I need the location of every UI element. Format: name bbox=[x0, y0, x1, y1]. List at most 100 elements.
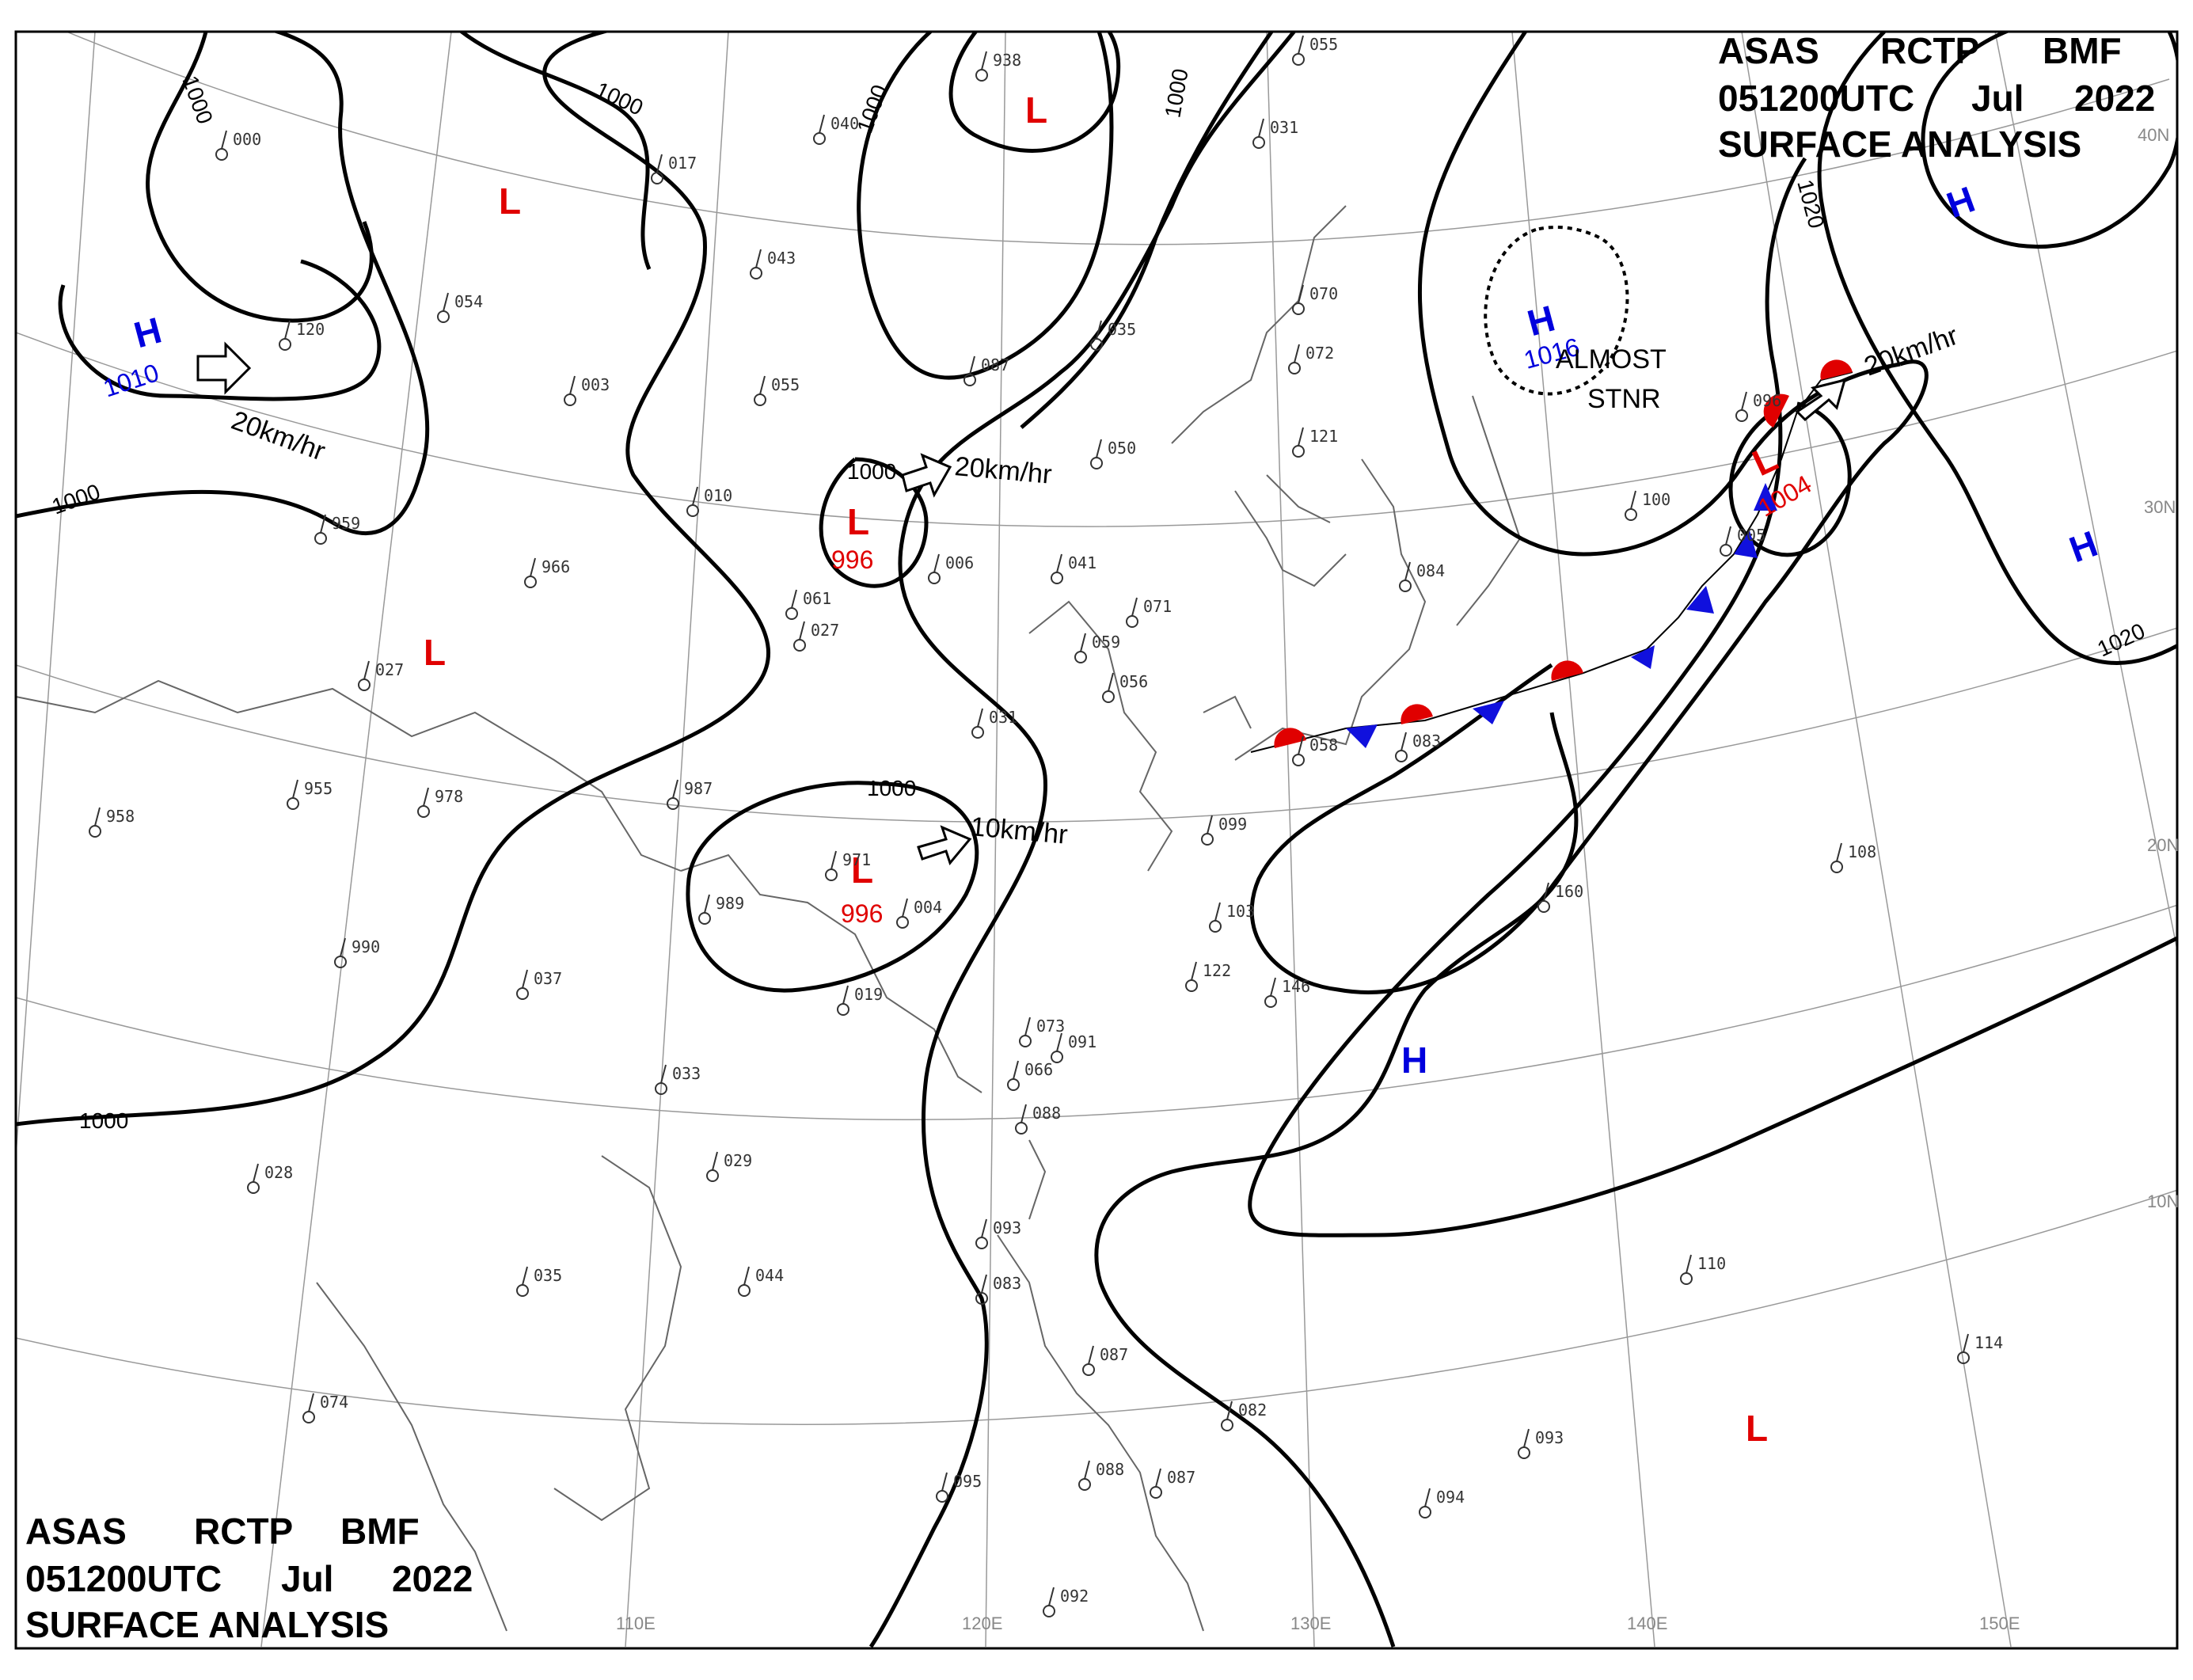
wind-barb bbox=[819, 114, 825, 134]
station-pressure: 990 bbox=[352, 937, 380, 956]
lon-label-140e: 140E bbox=[1627, 1613, 1667, 1633]
station-pressure: 071 bbox=[1143, 597, 1172, 616]
wind-barb bbox=[692, 486, 698, 506]
station-pressure: 055 bbox=[771, 375, 800, 394]
annotation-almost: ALMOST bbox=[1556, 344, 1667, 374]
latitude-lines bbox=[16, 32, 2177, 1425]
header-top: ASAS RCTP BMF 051200UTC Jul 2022 SURFACE… bbox=[1718, 30, 2155, 165]
station-pressure: 050 bbox=[1108, 439, 1136, 458]
wind-barb bbox=[1191, 961, 1197, 981]
station-pressure: 058 bbox=[1309, 735, 1338, 754]
isobar-label: 1000 bbox=[867, 776, 916, 800]
header-code: BMF bbox=[340, 1511, 420, 1552]
isobars bbox=[16, 32, 2177, 1648]
station-pressure: 027 bbox=[811, 621, 839, 640]
wind-barb bbox=[1096, 320, 1102, 340]
wind-barb bbox=[284, 320, 291, 340]
station-pressure: 955 bbox=[304, 779, 333, 798]
wind-barb bbox=[1084, 1460, 1090, 1480]
wind-barb bbox=[308, 1393, 314, 1412]
station-pressure: 087 bbox=[1100, 1345, 1128, 1364]
header-title: SURFACE ANALYSIS bbox=[25, 1604, 389, 1645]
station-pressure: 037 bbox=[534, 969, 562, 988]
coastlines bbox=[16, 205, 1522, 1632]
wind-barb bbox=[1298, 427, 1304, 447]
station-pressure: 041 bbox=[1068, 553, 1096, 572]
motion-arrow-icon bbox=[901, 453, 952, 498]
header-month: Jul bbox=[1971, 78, 2024, 119]
wind-barb bbox=[791, 589, 797, 609]
station-pressure: 031 bbox=[1270, 118, 1298, 137]
header-time: 051200UTC bbox=[1718, 78, 1914, 119]
station-pressure: 019 bbox=[854, 985, 883, 1004]
station-pressure: 035 bbox=[534, 1266, 562, 1285]
station-pressure: 010 bbox=[704, 486, 732, 505]
wind-barb bbox=[1963, 1333, 1969, 1353]
wind-barb bbox=[1056, 553, 1062, 573]
lat-label-10n: 10N bbox=[2147, 1192, 2179, 1211]
station-pressure: 054 bbox=[454, 292, 483, 311]
wind-barb bbox=[743, 1266, 750, 1286]
central-pressure: 996 bbox=[841, 899, 883, 928]
station-pressure: 092 bbox=[1060, 1587, 1089, 1606]
wind-barb bbox=[1270, 977, 1276, 997]
wind-barb bbox=[423, 787, 429, 807]
wind-barb bbox=[1523, 1428, 1530, 1448]
wind-barb bbox=[1630, 490, 1636, 510]
motion-arrow-icon bbox=[1795, 378, 1847, 422]
wind-barb bbox=[530, 557, 536, 577]
header-month: Jul bbox=[281, 1558, 333, 1599]
station-pressure: 989 bbox=[716, 894, 744, 913]
station-pressure: 088 bbox=[1096, 1460, 1124, 1479]
wind-barb bbox=[981, 1274, 987, 1294]
wind-barb bbox=[1543, 882, 1549, 902]
station-markers bbox=[89, 35, 1970, 1617]
header-code: BMF bbox=[2043, 30, 2122, 71]
station-pressure: 082 bbox=[1238, 1401, 1267, 1420]
station-pressure: 120 bbox=[296, 320, 325, 339]
wind-barb bbox=[221, 130, 227, 150]
station-pressure: 033 bbox=[672, 1064, 701, 1083]
lon-label-110e: 110E bbox=[616, 1613, 656, 1633]
station-pressure: 987 bbox=[684, 779, 713, 798]
wind-barb bbox=[1048, 1587, 1055, 1606]
station-pressure: 093 bbox=[993, 1218, 1021, 1237]
lat-label-30n: 30N bbox=[2144, 497, 2176, 517]
station-pressure: 005 bbox=[1737, 526, 1765, 545]
station-pressure: 066 bbox=[1024, 1060, 1053, 1079]
wind-barb bbox=[1020, 1104, 1027, 1123]
wind-barb bbox=[340, 937, 346, 957]
station-pressure: 971 bbox=[842, 850, 871, 869]
wind-barb bbox=[969, 355, 975, 375]
wind-barb bbox=[712, 1151, 718, 1171]
station-pressure: 093 bbox=[1535, 1428, 1564, 1447]
low-center: L bbox=[847, 501, 869, 542]
wind-barb bbox=[443, 292, 449, 312]
wind-barb bbox=[292, 779, 298, 799]
motion-arrows bbox=[196, 341, 1847, 866]
station-pressure: 029 bbox=[724, 1151, 752, 1170]
station-pressure: 084 bbox=[1416, 561, 1445, 580]
header-title: SURFACE ANALYSIS bbox=[1718, 124, 2081, 165]
low-center: L bbox=[1746, 1408, 1768, 1449]
station-pressure: 966 bbox=[542, 557, 570, 576]
station-pressure: 110 bbox=[1697, 1254, 1726, 1273]
high-center: H bbox=[1401, 1040, 1427, 1081]
wind-barb bbox=[1686, 1254, 1692, 1274]
wind-barb bbox=[1226, 1401, 1233, 1420]
station-pressure: 958 bbox=[106, 807, 135, 826]
wind-barb bbox=[755, 249, 762, 268]
wind-barb bbox=[320, 514, 326, 534]
header-station: RCTP bbox=[1880, 30, 1979, 71]
wind-barb bbox=[363, 660, 370, 680]
station-pressure: 094 bbox=[1436, 1488, 1465, 1507]
station-pressure: 059 bbox=[1092, 633, 1120, 652]
header-year: 2022 bbox=[392, 1558, 473, 1599]
header-time: 051200UTC bbox=[25, 1558, 222, 1599]
low-center: L bbox=[851, 850, 873, 891]
lon-label-120e: 120E bbox=[962, 1613, 1002, 1633]
station-pressure: 028 bbox=[264, 1163, 293, 1182]
station-pressure: 017 bbox=[668, 154, 697, 173]
wind-barb bbox=[1298, 284, 1304, 304]
